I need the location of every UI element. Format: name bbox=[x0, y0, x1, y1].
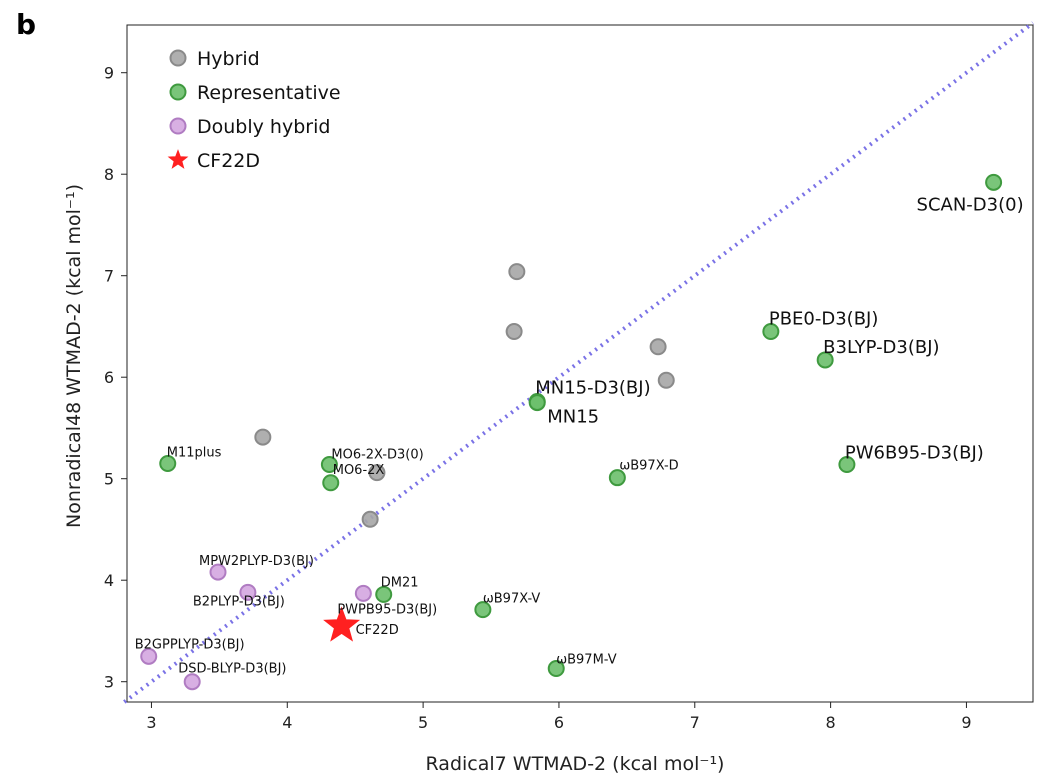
y-tick-label: 9 bbox=[104, 64, 114, 83]
point-label: M11plus bbox=[167, 445, 222, 460]
x-tick-label: 6 bbox=[554, 713, 564, 732]
y-tick-label: 8 bbox=[104, 165, 114, 184]
legend-label: Hybrid bbox=[197, 48, 260, 70]
representative-point bbox=[322, 474, 340, 492]
hybrid-point bbox=[505, 323, 523, 341]
y-axis: 3 4 5 6 7 8 9 bbox=[104, 64, 127, 692]
representative-point bbox=[547, 660, 565, 678]
legend: Hybrid Representative Doubly hybrid CF22D bbox=[167, 48, 341, 172]
legend-marker bbox=[169, 49, 187, 67]
doubly-hybrid-point bbox=[354, 584, 372, 602]
legend-marker bbox=[169, 83, 187, 101]
y-tick-label: 6 bbox=[104, 368, 114, 387]
point-label: DM21 bbox=[381, 575, 419, 590]
point-label: MN15-D3(BJ) bbox=[535, 378, 650, 399]
doubly-hybrid-point bbox=[183, 673, 201, 691]
point-label: SCAN-D3(0) bbox=[917, 194, 1024, 215]
point-label: CF22D bbox=[356, 623, 399, 638]
point-label: PWPB95-D3(BJ) bbox=[337, 602, 437, 617]
point-label: ωB97M-V bbox=[556, 653, 616, 668]
representative-point bbox=[608, 469, 626, 487]
representative-point bbox=[474, 601, 492, 619]
doubly-hybrid-point bbox=[140, 647, 158, 665]
representative-point bbox=[838, 455, 856, 473]
point-label: B3LYP-D3(BJ) bbox=[823, 337, 939, 358]
y-tick-label: 7 bbox=[104, 267, 114, 286]
x-tick-label: 9 bbox=[961, 713, 971, 732]
doubly-hybrid-point bbox=[209, 563, 227, 581]
point-label: B2GPPLYP-D3(BJ) bbox=[135, 637, 245, 652]
representative-point bbox=[762, 323, 780, 341]
hybrid-point bbox=[254, 428, 272, 446]
legend-label: Representative bbox=[197, 82, 341, 104]
cf22d-star-marker bbox=[323, 606, 361, 642]
legend-label: Doubly hybrid bbox=[197, 116, 330, 138]
hybrid-point bbox=[649, 338, 667, 356]
hybrid-point bbox=[368, 464, 386, 482]
hybrid-point bbox=[361, 510, 379, 528]
legend-star-marker bbox=[167, 149, 189, 169]
representative-point bbox=[985, 173, 1003, 191]
y-axis-title: Nonradical48 WTMAD-2 (kcal mol⁻¹) bbox=[63, 184, 85, 528]
point-label: ωB97X-V bbox=[483, 592, 541, 607]
x-tick-label: 3 bbox=[146, 713, 156, 732]
x-tick-label: 5 bbox=[418, 713, 428, 732]
y-tick-label: 4 bbox=[104, 571, 114, 590]
point-label: MO6-2X-D3(0) bbox=[331, 447, 423, 462]
point-label: B2PLYP-D3(BJ) bbox=[193, 594, 285, 609]
representative-point bbox=[528, 394, 546, 412]
representative-point bbox=[159, 454, 177, 472]
diagonal-line bbox=[123, 21, 1035, 704]
data-points: SCAN-D3(0) PBE0-D3(BJ) B3LYP-D3(BJ) MN15-D3… bbox=[135, 173, 1024, 691]
hybrid-point bbox=[508, 263, 526, 281]
point-label: PW6B95-D3(BJ) bbox=[845, 442, 984, 463]
legend-label: CF22D bbox=[197, 150, 260, 172]
point-label: ωB97X-D bbox=[619, 459, 678, 474]
hybrid-point bbox=[657, 371, 675, 389]
panel-label: b bbox=[16, 8, 36, 41]
point-label: PBE0-D3(BJ) bbox=[769, 309, 879, 330]
plot-frame bbox=[126, 24, 1034, 703]
x-tick-label: 7 bbox=[690, 713, 700, 732]
doubly-hybrid-point bbox=[239, 583, 257, 601]
x-axis-title: Radical7 WTMAD-2 (kcal mol⁻¹) bbox=[426, 753, 725, 775]
x-tick-label: 8 bbox=[826, 713, 836, 732]
legend-marker bbox=[169, 117, 187, 135]
representative-point bbox=[375, 585, 393, 603]
point-label: DSD-BLYP-D3(BJ) bbox=[178, 662, 286, 677]
point-label: MPW2PLYP-D3(BJ) bbox=[199, 554, 314, 569]
representative-point bbox=[816, 351, 834, 369]
x-axis: 3 4 5 6 7 8 9 bbox=[146, 702, 972, 732]
y-tick-label: 5 bbox=[104, 470, 114, 489]
representative-point bbox=[320, 455, 338, 473]
x-tick-label: 4 bbox=[282, 713, 292, 732]
point-label: MO6-2X bbox=[333, 463, 385, 478]
point-label: MN15 bbox=[547, 407, 599, 428]
y-tick-label: 3 bbox=[104, 673, 114, 692]
